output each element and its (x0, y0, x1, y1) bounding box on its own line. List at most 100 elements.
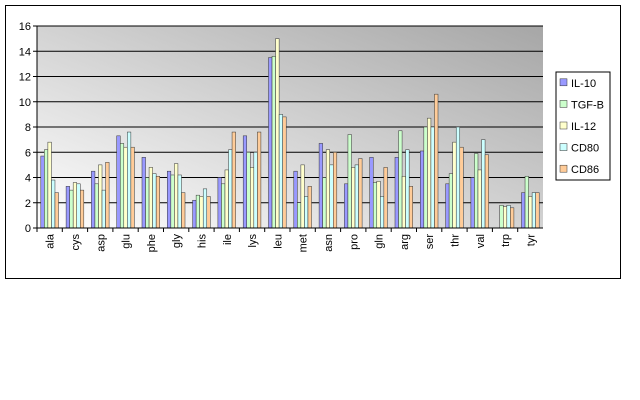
bar (123, 146, 128, 229)
bar (65, 186, 70, 229)
bar (51, 179, 56, 229)
bar (521, 192, 526, 229)
bar (430, 126, 435, 229)
bar (94, 183, 99, 229)
x-tick-label: met (298, 234, 310, 252)
bar (455, 126, 461, 229)
legend-swatch (559, 164, 568, 173)
bar (257, 131, 262, 229)
x-tick-label: tyr (525, 234, 537, 247)
bar (318, 143, 323, 229)
legend-label: CD86 (571, 164, 599, 176)
bar (510, 207, 515, 229)
bar (293, 170, 298, 229)
x-tick-label: ala (45, 233, 57, 249)
bar (499, 205, 504, 229)
bar (195, 194, 200, 229)
bar (394, 157, 399, 229)
bar (307, 186, 312, 229)
y-tick-label: 4 (25, 173, 31, 185)
bar (528, 196, 533, 229)
bar (470, 177, 475, 229)
legend-label: CD80 (571, 143, 599, 155)
bar (351, 167, 356, 229)
x-tick-label: phe (146, 234, 158, 252)
bar (246, 152, 251, 229)
bar (119, 143, 125, 229)
bar (177, 174, 182, 229)
x-tick-label: ile (222, 234, 234, 245)
bar (127, 131, 132, 229)
bar (372, 182, 378, 229)
bar (383, 167, 388, 229)
bar (80, 189, 85, 229)
bar (427, 117, 432, 229)
bar (98, 164, 103, 229)
x-tick-label: val (475, 234, 487, 248)
bar (228, 149, 233, 229)
bar (358, 158, 363, 229)
x-tick-label: glu (121, 234, 133, 249)
bar (434, 93, 439, 229)
bar (242, 135, 247, 229)
bar (452, 141, 457, 229)
bar (253, 152, 258, 229)
y-tick-label: 16 (19, 21, 31, 33)
bar (130, 146, 135, 229)
bar (300, 164, 305, 229)
bar (271, 56, 276, 229)
legend-label: IL-12 (571, 121, 596, 133)
x-tick-label: thr (449, 234, 461, 247)
y-tick-label: 0 (25, 223, 31, 235)
bar (47, 141, 52, 229)
bar (329, 164, 334, 229)
x-tick-label: arg (399, 234, 411, 250)
bar (224, 169, 229, 229)
bar (474, 153, 479, 229)
bar (101, 189, 106, 229)
bar (170, 174, 175, 229)
bar (503, 206, 508, 229)
bar (535, 192, 540, 229)
bar (44, 149, 49, 229)
bar (167, 170, 172, 229)
bar (297, 202, 302, 229)
bar (174, 163, 179, 229)
bar (116, 135, 121, 229)
legend-label: TGF-B (571, 99, 604, 111)
bar (398, 130, 403, 229)
bar (199, 196, 204, 229)
y-tick-label: 10 (19, 97, 31, 109)
bar (354, 164, 359, 229)
bar (524, 175, 529, 229)
bar (282, 116, 287, 229)
x-tick-label: his (196, 234, 208, 249)
legend-swatch (559, 121, 568, 130)
bar (278, 114, 283, 229)
y-tick-label: 8 (25, 122, 31, 134)
bar (344, 183, 349, 229)
x-tick-label: ser (424, 234, 436, 250)
x-tick-label: trp (500, 234, 512, 247)
bar (333, 152, 338, 229)
bar (268, 57, 273, 229)
bar (202, 188, 208, 229)
bar (145, 177, 150, 229)
bar (423, 126, 428, 229)
bar (481, 139, 486, 229)
x-tick-label: lys (247, 234, 259, 248)
bar (69, 189, 74, 229)
bar (322, 177, 327, 229)
bar (152, 173, 157, 229)
bar (192, 199, 197, 229)
x-tick-label: pro (348, 234, 360, 250)
bar (304, 196, 309, 229)
x-tick-label: asp (95, 234, 107, 252)
bar (91, 170, 96, 229)
bar (531, 192, 536, 229)
y-tick-label: 14 (19, 46, 31, 58)
bar (206, 196, 211, 229)
bar (506, 205, 511, 229)
bar (231, 131, 236, 229)
bar (405, 149, 410, 229)
